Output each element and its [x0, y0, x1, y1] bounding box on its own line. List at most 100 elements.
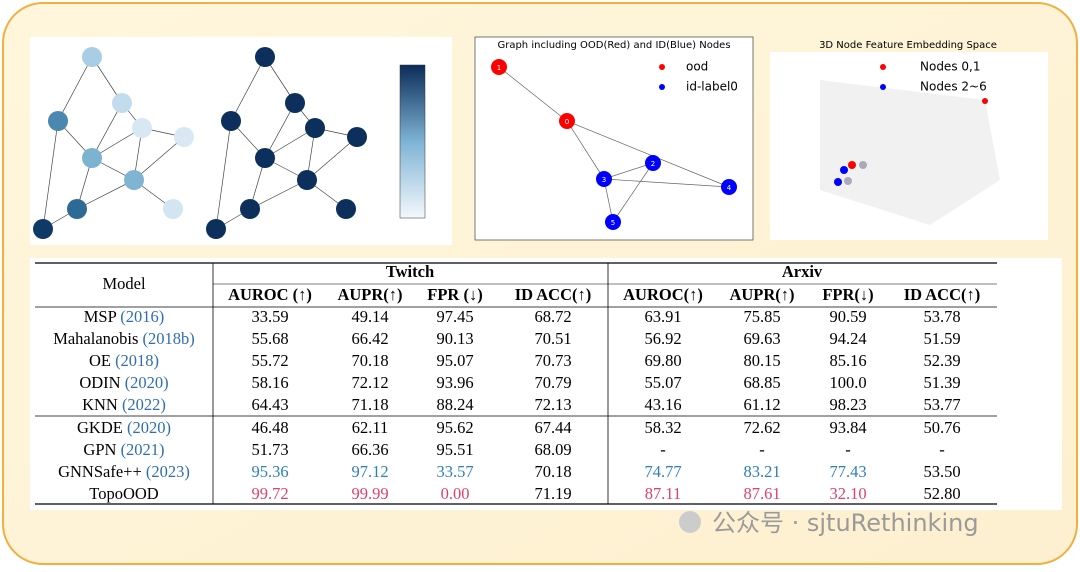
cell: 93.96 — [436, 373, 473, 392]
node — [559, 113, 575, 129]
cell: 53.50 — [923, 462, 960, 481]
cell: 87.11 — [645, 484, 682, 503]
cell: 72.62 — [743, 418, 780, 437]
edge — [566, 120, 605, 180]
point — [859, 161, 867, 169]
node — [255, 47, 275, 67]
node — [163, 199, 183, 219]
node — [112, 93, 132, 113]
cell: 66.36 — [351, 440, 388, 459]
cell: 95.51 — [436, 440, 473, 459]
model: Mahalanobis — [53, 329, 142, 348]
header-metric: ID ACC(↑) — [904, 285, 981, 304]
cell: 69.63 — [743, 329, 780, 348]
model: GNNSafe++ — [58, 462, 146, 481]
cell: 70.51 — [534, 329, 571, 348]
cell: 97.45 — [436, 307, 473, 326]
model-name: OE (2018) — [89, 351, 159, 370]
cell: 90.13 — [436, 329, 473, 348]
table-rules — [35, 262, 997, 505]
point — [840, 166, 848, 174]
node — [255, 148, 275, 168]
cell: 70.18 — [351, 351, 388, 370]
edge — [566, 120, 730, 188]
plot-2d: Graph including OOD(Red) and ID(Blue) No… — [474, 36, 754, 241]
cell: 98.23 — [829, 395, 866, 414]
header-group: Twitch — [386, 262, 434, 281]
model-name: ODIN (2020) — [79, 373, 168, 392]
model-year: (2020) — [127, 418, 171, 437]
legend-marker — [659, 64, 665, 70]
cell: 99.99 — [351, 484, 388, 503]
plot-3d: 3D Node Feature Embedding Space Nodes 0,… — [770, 40, 1048, 240]
header-metric: AUPR(↑) — [729, 285, 794, 304]
node — [174, 127, 194, 147]
node — [305, 118, 325, 138]
header-metric: AUPR(↑) — [337, 285, 402, 304]
header-metric: AUROC(↑) — [623, 285, 703, 304]
node — [645, 155, 661, 171]
cell: 95.36 — [251, 462, 288, 481]
cell: 51.73 — [251, 440, 288, 459]
cell: 77.43 — [829, 462, 866, 481]
cell: 100.0 — [829, 373, 866, 392]
header-metric: ID ACC(↑) — [515, 285, 592, 304]
model: GPN — [83, 440, 120, 459]
legend-marker — [659, 84, 665, 90]
cell: 68.09 — [534, 440, 571, 459]
model-name: TopoOOD — [89, 484, 159, 503]
header-metric: AUROC (↑) — [228, 285, 312, 304]
cell: 32.10 — [829, 484, 866, 503]
cell: 95.07 — [436, 351, 473, 370]
header-metric: FPR(↓) — [822, 285, 873, 304]
cube-face — [820, 80, 1000, 225]
cell: 94.24 — [829, 329, 866, 348]
cell: 68.72 — [534, 307, 571, 326]
cell: 74.77 — [644, 462, 681, 481]
graph-panel — [30, 37, 452, 245]
cell: 63.91 — [644, 307, 681, 326]
plot-title: Graph including OOD(Red) and ID(Blue) No… — [497, 40, 730, 51]
node — [596, 171, 612, 187]
model-year: (2016) — [120, 307, 164, 326]
node — [491, 59, 507, 75]
node — [347, 127, 367, 147]
point — [844, 177, 852, 185]
node — [82, 148, 102, 168]
node — [240, 199, 260, 219]
cell: 49.14 — [351, 307, 388, 326]
node — [721, 179, 737, 195]
legend-label: id-label0 — [686, 80, 738, 94]
cell: 61.12 — [743, 395, 780, 414]
cell: 50.76 — [923, 418, 960, 437]
cell: 33.57 — [436, 462, 473, 481]
edge — [603, 178, 730, 188]
cell: 75.85 — [743, 307, 780, 326]
legend-label: ood — [686, 60, 708, 74]
node — [124, 170, 144, 190]
cell: 58.16 — [251, 373, 288, 392]
model: GKDE — [77, 418, 127, 437]
node — [221, 111, 241, 131]
cell: 66.42 — [351, 329, 388, 348]
node — [336, 199, 356, 219]
cell: 62.11 — [352, 418, 389, 437]
cell: 53.78 — [923, 307, 960, 326]
header-model: Model — [102, 274, 145, 293]
model-year: (2018b) — [143, 329, 195, 348]
colorbar — [399, 64, 426, 219]
plot-frame — [474, 36, 754, 241]
node-label: 0 — [565, 118, 569, 126]
cell: 0.00 — [441, 484, 470, 503]
cell: 99.72 — [251, 484, 288, 503]
cell: 52.39 — [923, 351, 960, 370]
edge — [42, 120, 59, 230]
cell: - — [845, 440, 851, 459]
point — [834, 178, 842, 186]
model-year: (2023) — [146, 462, 190, 481]
model: KNN — [82, 395, 122, 414]
node — [605, 214, 621, 230]
node — [132, 118, 152, 138]
cell: 46.48 — [251, 418, 288, 437]
